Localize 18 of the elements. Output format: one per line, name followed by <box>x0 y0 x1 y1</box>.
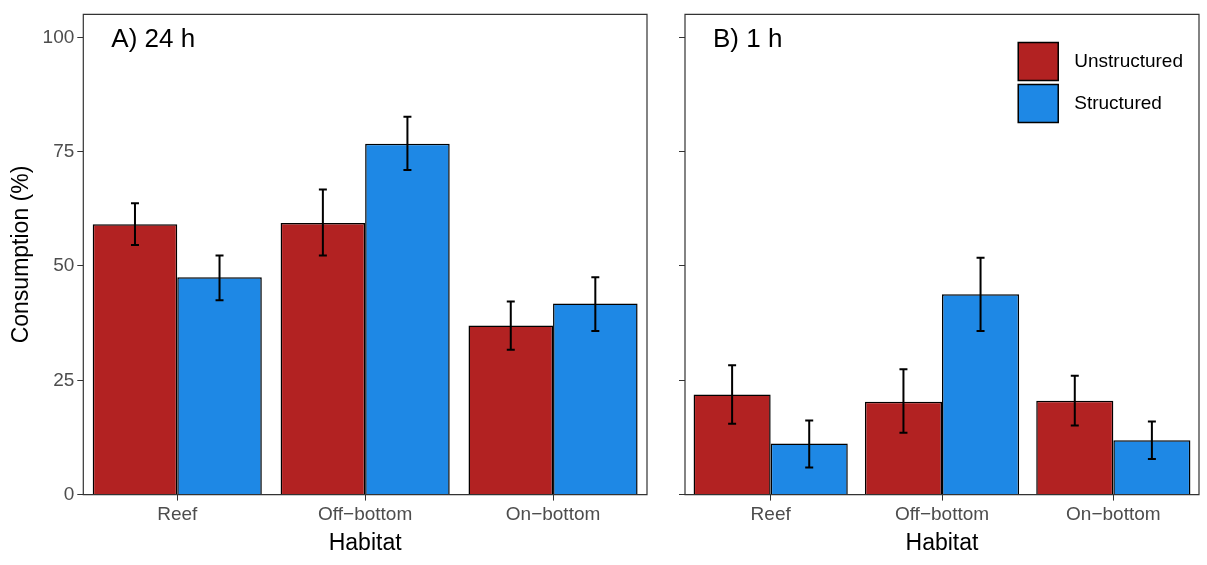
y-tick-label: 75 <box>53 139 75 161</box>
x-axis-title: Habitat <box>328 528 403 555</box>
x-tick-label: Off−bottom <box>894 503 990 525</box>
y-axis-title: Consumption (%) <box>7 165 34 344</box>
x-tick-label: Reef <box>157 503 199 525</box>
chart-title: B) 1 h <box>713 22 783 53</box>
y-tick-label: 25 <box>53 368 75 390</box>
y-tick-label: 50 <box>53 254 75 276</box>
x-tick-label: Reef <box>750 503 792 525</box>
y-tick-label: 100 <box>42 25 75 47</box>
legend-label: Structured <box>1074 91 1162 113</box>
x-tick-label: On−bottom <box>505 503 601 525</box>
x-tick-label: Off−bottom <box>318 503 413 525</box>
chart-title: A) 24 h <box>111 22 196 53</box>
x-axis-title: Habitat <box>905 528 980 555</box>
x-tick-label: On−bottom <box>1066 503 1161 525</box>
legend-label: Unstructured <box>1074 49 1184 71</box>
y-tick-label: 0 <box>63 482 75 504</box>
